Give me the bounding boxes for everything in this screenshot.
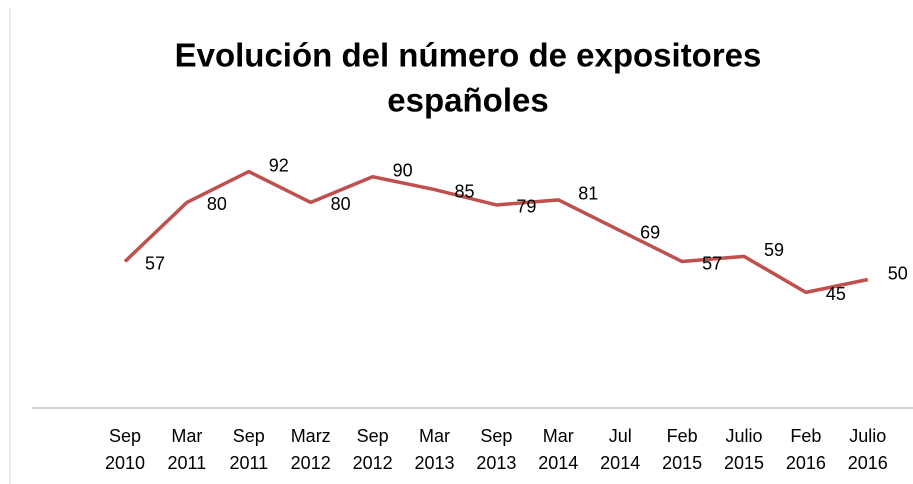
x-tick-label: 2010 <box>105 453 145 473</box>
data-label: 59 <box>764 240 784 260</box>
x-tick-label: Julio <box>849 426 886 446</box>
x-tick-label: Mar <box>171 426 202 446</box>
x-tick-label: 2012 <box>291 453 331 473</box>
x-tick-label: 2016 <box>786 453 826 473</box>
data-label: 80 <box>331 194 351 214</box>
x-tick-label: 2013 <box>476 453 516 473</box>
data-label: 50 <box>888 263 908 283</box>
chart-title: Evolución del número de expositores <box>175 37 762 74</box>
x-tick-label: Jul <box>609 426 632 446</box>
line-series <box>123 169 869 295</box>
chart-title: españoles <box>387 82 548 119</box>
x-tick-label: 2013 <box>414 453 454 473</box>
data-label: 45 <box>826 284 846 304</box>
x-tick-label: Marz <box>291 426 331 446</box>
data-label: 80 <box>207 194 227 214</box>
x-tick-label: Feb <box>667 426 698 446</box>
data-label: 57 <box>702 253 722 273</box>
x-tick-label: Mar <box>419 426 450 446</box>
data-label: 85 <box>454 181 474 201</box>
x-tick-label: 2016 <box>848 453 888 473</box>
x-tick-label: 2015 <box>662 453 702 473</box>
x-tick-label: 2011 <box>229 453 268 473</box>
x-tick-label: Sep <box>480 426 512 446</box>
x-tick-label: 2012 <box>353 453 393 473</box>
x-tick-label: 2015 <box>724 453 764 473</box>
x-tick-label: Julio <box>725 426 762 446</box>
x-tick-label: 2011 <box>168 453 207 473</box>
data-label: 81 <box>578 184 598 204</box>
x-tick-label: Mar <box>543 426 574 446</box>
data-label: 57 <box>145 253 165 273</box>
data-label: 69 <box>640 222 660 242</box>
x-tick-label: 2014 <box>600 453 640 473</box>
x-tick-label: Sep <box>109 426 141 446</box>
x-tick-label: 2014 <box>538 453 578 473</box>
data-label: 79 <box>516 197 536 217</box>
x-tick-label: Sep <box>357 426 389 446</box>
x-tick-label: Feb <box>790 426 821 446</box>
x-tick-label: Sep <box>233 426 265 446</box>
data-label: 90 <box>393 160 413 180</box>
data-label: 92 <box>269 155 289 175</box>
